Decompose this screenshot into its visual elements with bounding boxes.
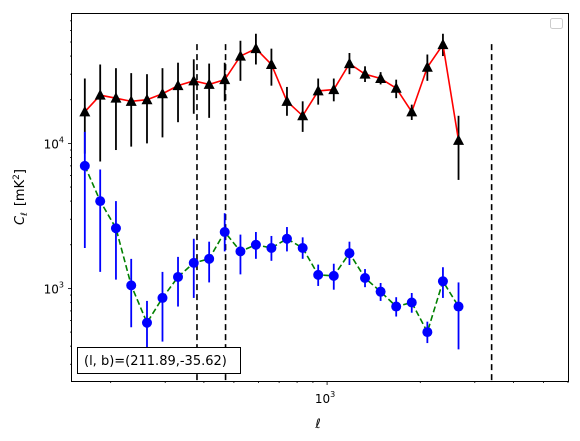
- triangle-marker: [281, 95, 293, 106]
- triangle-marker: [265, 58, 277, 69]
- y-axis-label-main: C: [13, 215, 28, 225]
- triangle-marker: [203, 78, 215, 89]
- triangle-marker: [156, 87, 168, 99]
- y-axis-label-unit-sup: 2: [12, 174, 22, 180]
- y-tick-label: 103: [44, 280, 64, 296]
- triangle-marker: [437, 38, 449, 50]
- y-axis-label-sub: ℓ: [20, 212, 30, 217]
- circle-marker: [297, 242, 308, 253]
- triangle-marker: [297, 109, 309, 121]
- triangle-marker: [110, 92, 122, 103]
- svg-text:Cℓ[mK2]: Cℓ [mK2]: [12, 169, 30, 225]
- circle-marker: [110, 223, 121, 234]
- circle-marker: [204, 253, 215, 264]
- triangle-marker: [312, 84, 324, 96]
- triangle-marker: [250, 42, 262, 54]
- circle-marker: [406, 297, 417, 308]
- triangle-marker: [188, 74, 200, 86]
- y-axis-label: Cℓ [mK2]: [12, 169, 30, 225]
- triangle-marker: [219, 73, 231, 85]
- annotation-text: (l, b)=(211.89,-35.62): [84, 354, 227, 369]
- circle-marker: [157, 292, 168, 303]
- circle-marker: [126, 280, 137, 291]
- x-axis-label: ℓ: [314, 417, 320, 432]
- circle-marker: [313, 269, 324, 280]
- triangle-marker: [390, 82, 402, 93]
- circle-marker: [453, 301, 464, 312]
- triangle-marker: [141, 93, 153, 105]
- annotation-prefix: (l, b)=: [84, 354, 125, 369]
- legend: [550, 18, 563, 29]
- circle-marker: [266, 242, 277, 253]
- triangle-marker: [94, 89, 106, 100]
- circle-marker: [173, 271, 184, 282]
- triangle-marker: [375, 72, 387, 84]
- legend-box: [550, 18, 563, 29]
- y-tick-label: 104: [44, 135, 64, 151]
- circle-marker: [437, 276, 448, 287]
- circle-marker: [95, 196, 106, 207]
- circle-marker: [219, 226, 230, 237]
- triangle-marker: [125, 95, 137, 106]
- circle-marker: [422, 327, 433, 338]
- circle-marker: [344, 248, 355, 259]
- triangle-marker: [421, 61, 433, 72]
- x-tick-label: 103: [315, 390, 335, 406]
- triangle-marker: [359, 68, 371, 79]
- circle-marker: [375, 286, 386, 297]
- triangle-marker: [328, 83, 340, 95]
- circle-marker: [188, 257, 199, 268]
- circle-marker: [235, 246, 246, 257]
- circle-marker: [250, 239, 261, 250]
- circle-marker: [79, 160, 90, 171]
- axes-frame: [71, 13, 569, 382]
- circle-marker: [328, 270, 339, 281]
- annotation-value: (211.89,-35.62): [125, 354, 227, 369]
- annotation-box: (l, b)=(211.89,-35.62): [77, 347, 241, 374]
- circle-marker: [391, 301, 402, 312]
- triangle-marker: [172, 79, 184, 91]
- y-axis-label-unit: [mK: [13, 179, 28, 206]
- triangle-marker: [79, 105, 91, 117]
- triangle-marker: [406, 105, 418, 117]
- circle-marker: [360, 273, 371, 284]
- y-axis-label-unit-close: ]: [13, 169, 28, 174]
- triangle-marker: [343, 57, 355, 69]
- circle-marker: [281, 233, 292, 244]
- triangle-marker: [453, 134, 465, 145]
- circle-marker: [141, 317, 152, 328]
- plot-area: [79, 33, 493, 381]
- triangle-marker: [234, 50, 246, 61]
